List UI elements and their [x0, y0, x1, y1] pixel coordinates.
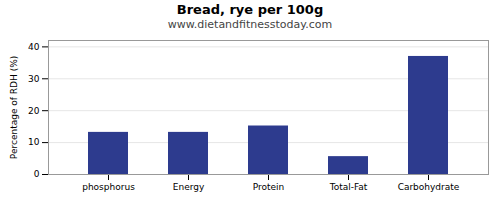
html-text:www.dietandfitnesstoday.com: www.dietandfitnesstoday.com	[167, 18, 333, 31]
svg-text:Protein: Protein	[253, 182, 285, 192]
svg-text:0: 0	[34, 169, 40, 179]
svg-text:Carbohydrate: Carbohydrate	[398, 182, 460, 192]
svg-text:phosphorus: phosphorus	[82, 182, 135, 192]
svg-text:Percentage of RDH (%): Percentage of RDH (%)	[9, 56, 19, 159]
svg-text:20: 20	[28, 106, 40, 116]
svg-text:40: 40	[28, 42, 40, 52]
svg-text:10: 10	[28, 137, 40, 147]
html-text:Bread, rye per 100g: Bread, rye per 100g	[176, 2, 324, 17]
svg-text:30: 30	[28, 74, 40, 84]
svg-text:Energy: Energy	[173, 182, 205, 192]
svg-text:Total-Fat: Total-Fat	[329, 182, 368, 192]
